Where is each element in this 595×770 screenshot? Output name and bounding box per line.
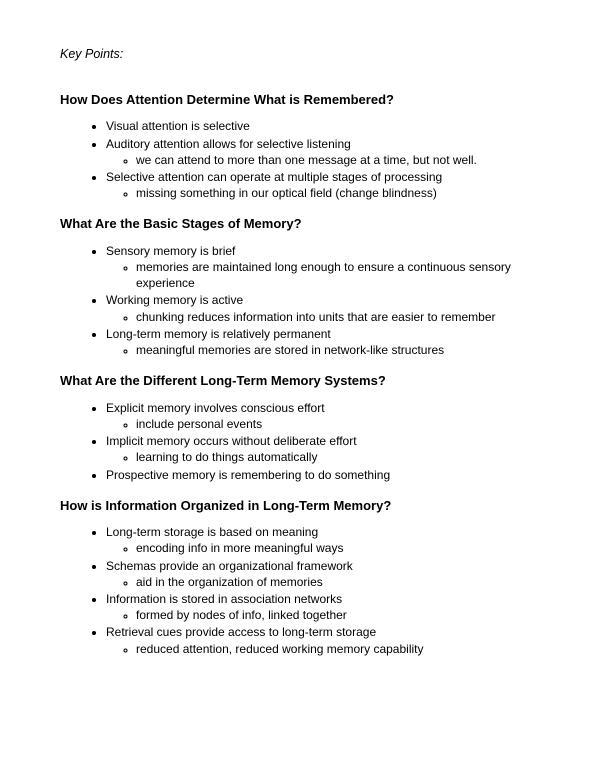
document-page: Key Points: How Does Attention Determine… [0,0,595,701]
sub-bullet-list: learning to do things automatically [106,449,545,465]
section-heading: How Does Attention Determine What is Rem… [60,91,545,109]
sub-bullet-list: aid in the organization of memories [106,574,545,590]
list-item: Long-term storage is based on meaningenc… [106,524,545,556]
section: What Are the Different Long-Term Memory … [60,372,545,482]
sub-bullet-list: reduced attention, reduced working memor… [106,641,545,657]
sub-list-item: memories are maintained long enough to e… [136,259,545,291]
section: How Does Attention Determine What is Rem… [60,91,545,201]
bullet-list: Visual attention is selective Auditory at… [60,118,545,201]
list-item: Schemas provide an organizational framew… [106,558,545,590]
section-heading: What Are the Different Long-Term Memory … [60,372,545,390]
sub-bullet-list: include personal events [106,416,545,432]
list-item: Auditory attention allows for selective … [106,136,545,168]
section-heading: What Are the Basic Stages of Memory? [60,215,545,233]
section: How is Information Organized in Long-Ter… [60,497,545,657]
list-item: Explicit memory involves conscious effor… [106,400,545,432]
key-points-label: Key Points: [60,46,545,63]
sub-list-item: chunking reduces information into units … [136,309,545,325]
sections-container: How Does Attention Determine What is Rem… [60,91,545,657]
list-item: Working memory is activechunking reduces… [106,292,545,324]
bullet-list: Sensory memory is briefmemories are main… [60,243,545,358]
sub-bullet-list: memories are maintained long enough to e… [106,259,545,291]
sub-list-item: missing something in our optical field (… [136,185,545,201]
sub-list-item: meaningful memories are stored in networ… [136,342,545,358]
sub-bullet-list: encoding info in more meaningful ways [106,540,545,556]
bullet-list: Long-term storage is based on meaningenc… [60,524,545,657]
sub-list-item: reduced attention, reduced working memor… [136,641,545,657]
list-item: Selective attention can operate at multi… [106,169,545,201]
sub-bullet-list: we can attend to more than one message a… [106,152,545,168]
sub-list-item: encoding info in more meaningful ways [136,540,545,556]
sub-list-item: we can attend to more than one message a… [136,152,545,168]
list-item: Information is stored in association net… [106,591,545,623]
list-item: Long-term memory is relatively permanent… [106,326,545,358]
list-item: Retrieval cues provide access to long-te… [106,624,545,656]
sub-list-item: formed by nodes of info, linked together [136,607,545,623]
sub-bullet-list: meaningful memories are stored in networ… [106,342,545,358]
list-item: Visual attention is selective [106,118,545,134]
list-item: Prospective memory is remembering to do … [106,467,545,483]
list-item: Sensory memory is briefmemories are main… [106,243,545,292]
sub-list-item: learning to do things automatically [136,449,545,465]
sub-bullet-list: missing something in our optical field (… [106,185,545,201]
section: What Are the Basic Stages of Memory? Sens… [60,215,545,358]
sub-bullet-list: chunking reduces information into units … [106,309,545,325]
bullet-list: Explicit memory involves conscious effor… [60,400,545,483]
sub-list-item: include personal events [136,416,545,432]
sub-list-item: aid in the organization of memories [136,574,545,590]
sub-bullet-list: formed by nodes of info, linked together [106,607,545,623]
list-item: Implicit memory occurs without deliberat… [106,433,545,465]
section-heading: How is Information Organized in Long-Ter… [60,497,545,515]
